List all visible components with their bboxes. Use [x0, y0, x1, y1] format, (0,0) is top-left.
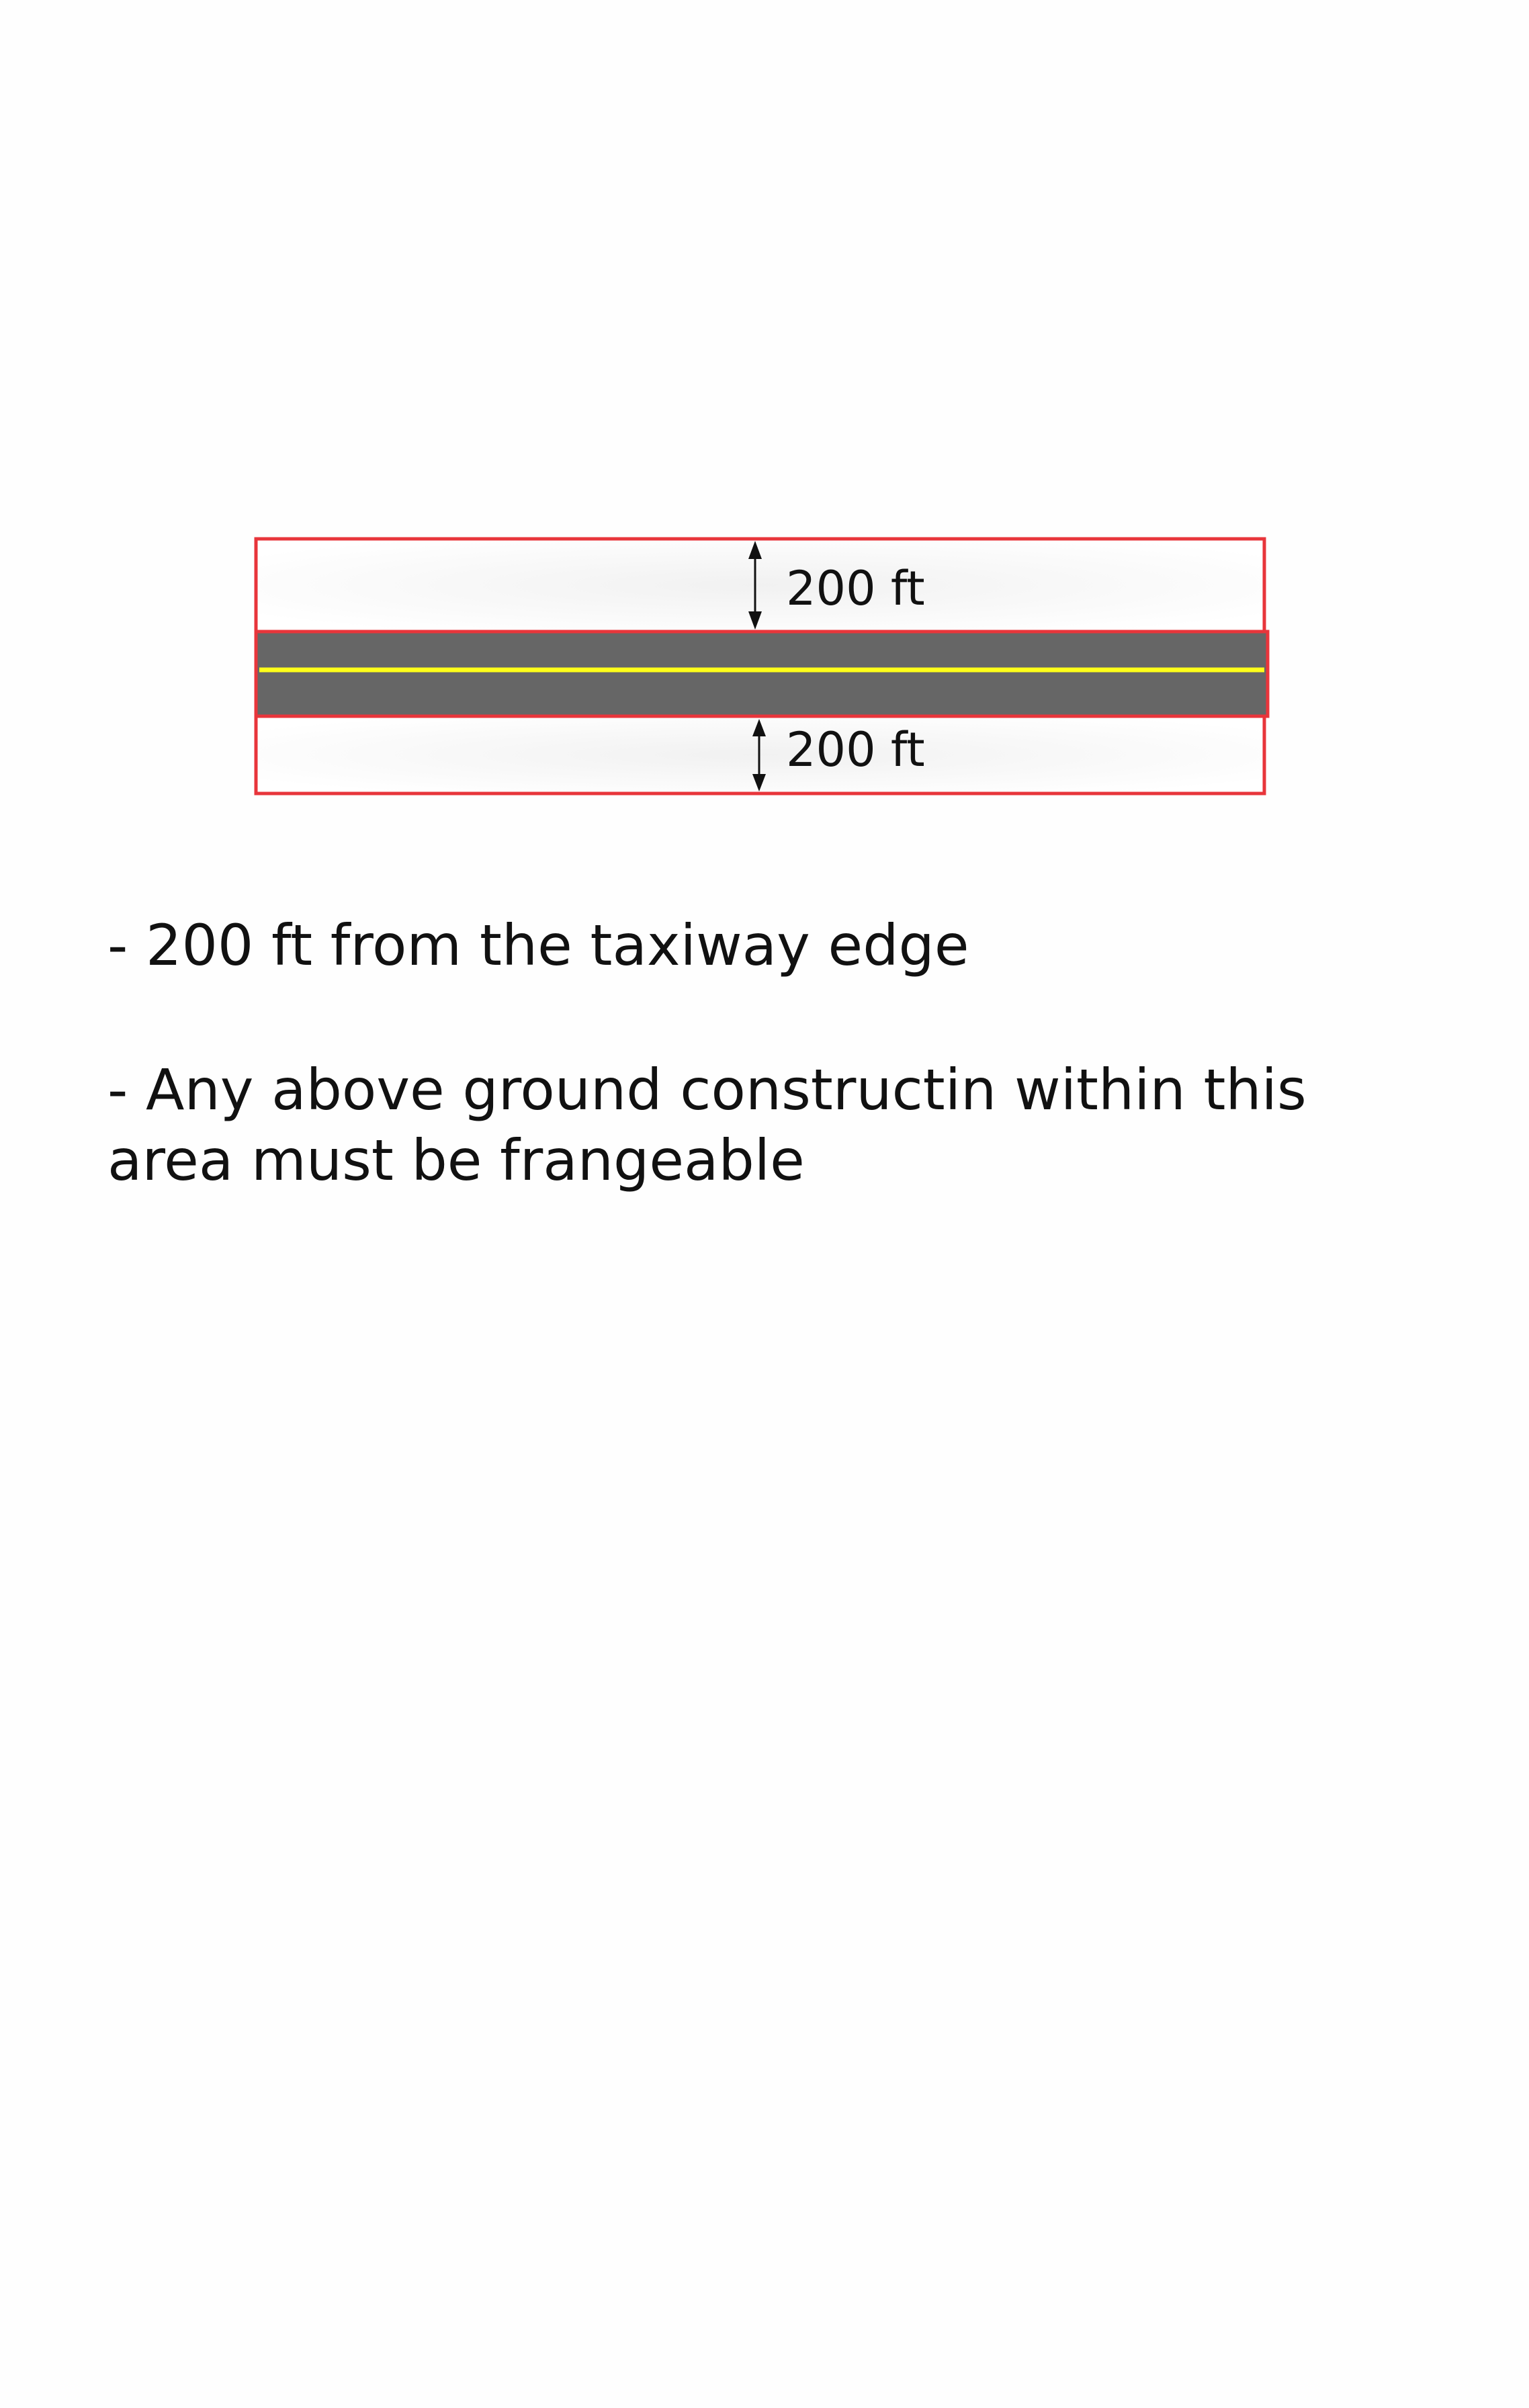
upper-dimension-label: 200 ft: [786, 561, 925, 616]
lower-dimension-label: 200 ft: [786, 722, 925, 777]
note-frangible: - Any above ground constructin within th…: [107, 1055, 1307, 1196]
lower-dimension-arrow: [752, 719, 766, 791]
note-frangible-line-2: area must be frangeable: [107, 1127, 805, 1193]
upper-safety-area: [256, 539, 1264, 632]
note-distance: - 200 ft from the taxiway edge: [107, 910, 969, 981]
upper-dimension-arrow: [748, 541, 762, 630]
note-frangible-line-1: - Any above ground constructin within th…: [107, 1057, 1307, 1123]
note-distance-text: - 200 ft from the taxiway edge: [107, 912, 969, 978]
taxiway-pavement: [254, 630, 1270, 718]
